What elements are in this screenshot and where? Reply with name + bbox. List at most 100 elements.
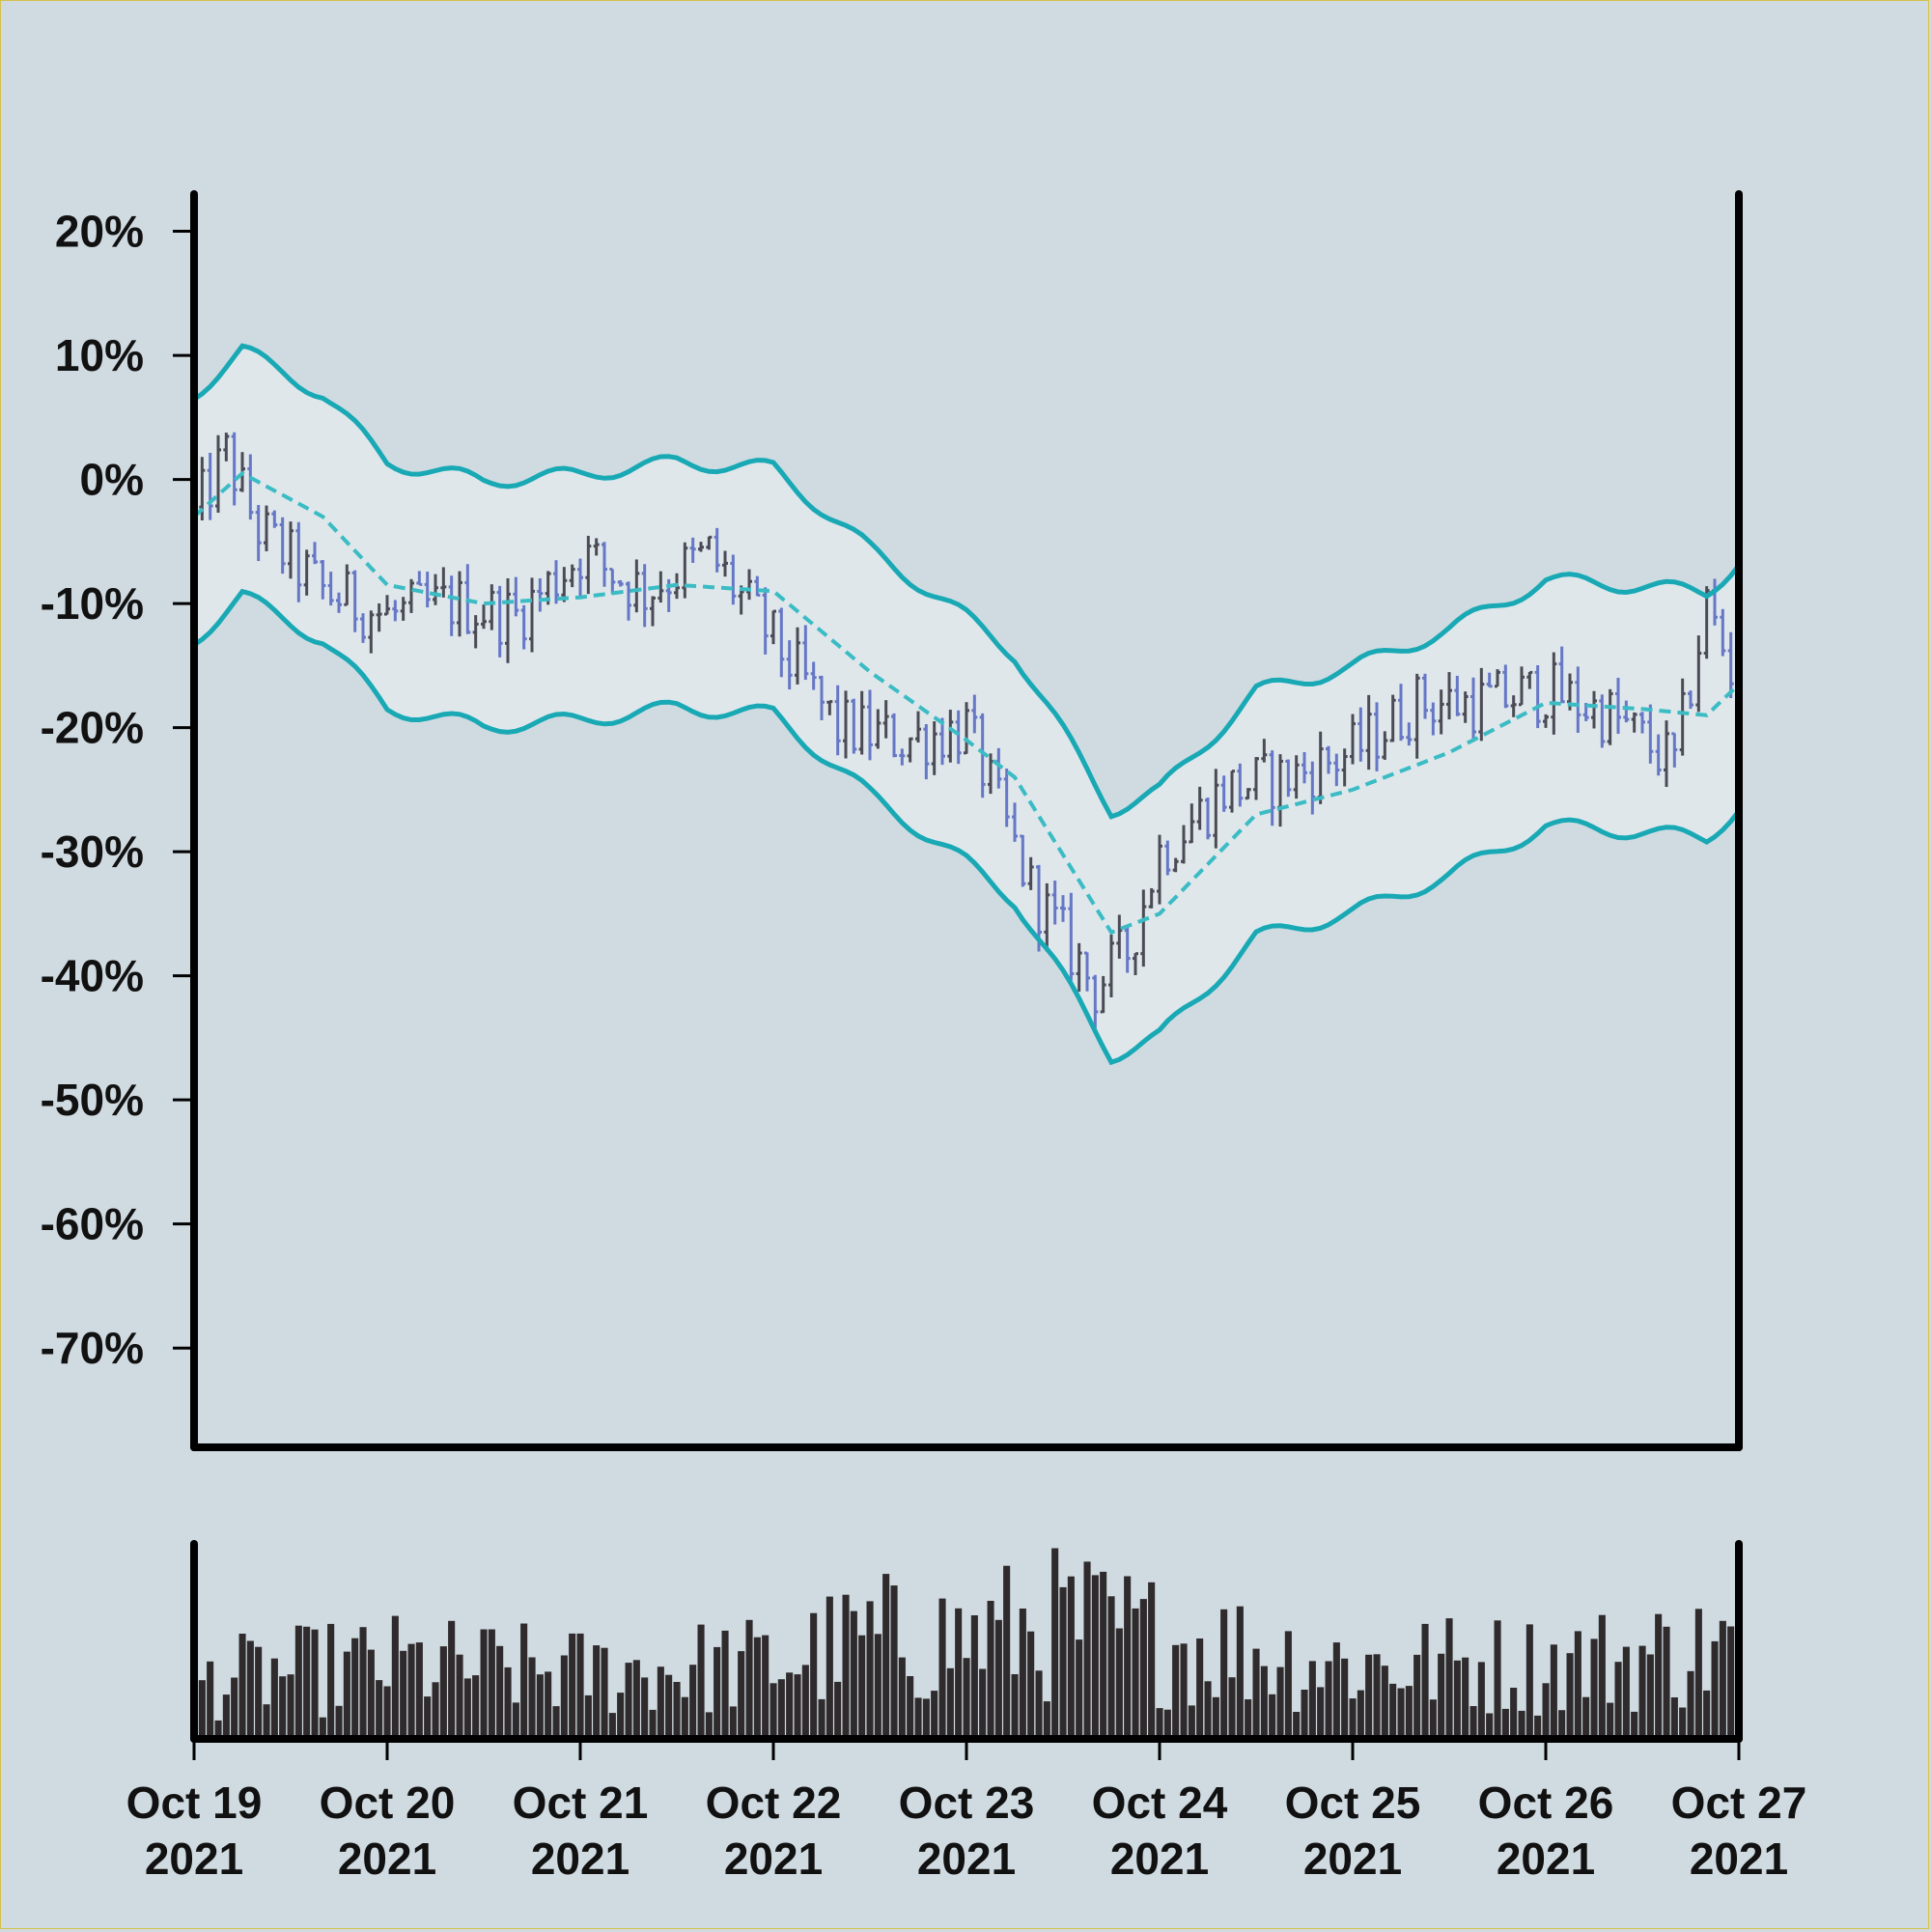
y-tick-label: 20% <box>55 207 144 257</box>
ohlc-bar <box>489 584 495 630</box>
volume-bar <box>1558 1710 1566 1739</box>
volume-bar <box>1100 1571 1107 1739</box>
volume-bar <box>1172 1644 1180 1739</box>
ohlc-bar <box>1543 714 1549 728</box>
ohlc-bar <box>964 702 969 755</box>
ohlc-bar <box>979 713 986 798</box>
volume-bar <box>681 1696 688 1739</box>
volume-bar <box>1003 1565 1011 1739</box>
x-tick-label-year: 2021 <box>531 1834 630 1884</box>
volume-bar <box>472 1675 480 1739</box>
ohlc-bar <box>843 690 849 759</box>
volume-bar <box>608 1713 616 1739</box>
ohlc-bar <box>1100 975 1106 1014</box>
ohlc-bar <box>1406 722 1413 746</box>
ohlc-bar <box>368 610 375 654</box>
volume-bar <box>238 1634 246 1739</box>
volume-bar <box>1727 1626 1735 1739</box>
ohlc-bar <box>295 521 302 602</box>
x-tick-label-date: Oct 26 <box>1478 1778 1614 1828</box>
ohlc-bar <box>1526 670 1533 689</box>
ohlc-bar <box>513 576 519 617</box>
volume-bar <box>560 1655 568 1739</box>
x-tick-label-date: Oct 22 <box>706 1778 842 1828</box>
ohlc-bar <box>1639 712 1645 734</box>
volume-bar <box>1582 1696 1590 1739</box>
volume-bar <box>1204 1681 1212 1739</box>
volume-bar <box>1646 1654 1654 1739</box>
ohlc-bar <box>1519 666 1525 707</box>
ohlc-bar <box>1213 769 1219 849</box>
ohlc-bar <box>722 550 728 577</box>
y-tick-label: -60% <box>41 1199 144 1249</box>
volume-bar <box>1124 1576 1132 1739</box>
volume-bar <box>512 1702 519 1739</box>
volume-bar <box>938 1598 946 1739</box>
ohlc-bar <box>786 640 793 690</box>
ohlc-bar <box>320 560 326 600</box>
x-tick-label-year: 2021 <box>338 1834 436 1884</box>
ohlc-bar <box>682 542 688 599</box>
volume-bar <box>1477 1662 1485 1739</box>
ohlc-bar <box>585 535 592 595</box>
ohlc-bar <box>537 577 544 612</box>
volume-bar <box>400 1650 407 1739</box>
volume-bar <box>1607 1702 1614 1739</box>
bollinger-lines-layer <box>192 343 1741 1066</box>
volume-bar <box>576 1633 584 1739</box>
volume-bar <box>1389 1683 1397 1739</box>
volume-bar <box>617 1693 625 1739</box>
volume-bar <box>335 1705 343 1739</box>
volume-bar <box>1284 1631 1292 1739</box>
ohlc-bar <box>754 575 761 597</box>
ohlc-bar <box>1084 951 1090 992</box>
volume-bar <box>480 1629 488 1739</box>
volume-bar <box>1365 1654 1373 1739</box>
volume-bar <box>424 1696 432 1739</box>
ohlc-bar <box>416 571 423 586</box>
volume-bar <box>319 1717 326 1739</box>
volume-bar <box>1139 1599 1147 1739</box>
ohlc-bar <box>1671 732 1678 768</box>
volume-bar <box>545 1671 552 1739</box>
volume-bar <box>1188 1705 1195 1739</box>
volume-bar <box>1663 1626 1670 1739</box>
ohlc-bar <box>327 572 334 606</box>
volume-bar <box>770 1683 777 1739</box>
volume-bar <box>714 1646 721 1739</box>
ohlc-bar <box>1148 887 1155 909</box>
volume-bar <box>1132 1608 1139 1739</box>
ohlc-bar <box>255 505 262 562</box>
volume-bar <box>673 1682 681 1739</box>
volume-bar <box>1228 1677 1236 1739</box>
volume-bar <box>665 1674 673 1739</box>
volume-bar <box>1373 1654 1381 1739</box>
volume-bar <box>1308 1661 1316 1739</box>
volume-bar <box>1091 1575 1099 1739</box>
ohlc-bar <box>1027 856 1034 890</box>
ohlc-bar <box>810 661 817 690</box>
volume-bar <box>882 1574 890 1739</box>
ohlc-bar <box>264 505 269 551</box>
volume-bar <box>834 1681 842 1739</box>
volume-bar <box>496 1645 504 1739</box>
ohlc-bar <box>1478 667 1485 742</box>
volume-bar <box>528 1657 536 1739</box>
ohlc-bar <box>1237 763 1244 807</box>
volume-bar <box>1687 1670 1694 1739</box>
ohlc-bar <box>392 600 399 622</box>
volume-bar <box>222 1694 230 1739</box>
volume-bar <box>1631 1711 1638 1739</box>
volume-bar <box>994 1619 1002 1739</box>
ohlc-bar <box>626 581 631 621</box>
volume-bar <box>697 1624 705 1739</box>
volume-bar <box>946 1667 954 1739</box>
ohlc-bar <box>1092 974 1099 1032</box>
ohlc-bar <box>1285 759 1292 798</box>
ohlc-bar <box>714 527 720 573</box>
ohlc-bar <box>1495 669 1500 688</box>
ohlc-bar <box>939 717 945 766</box>
ohlc-bar <box>1679 678 1686 756</box>
ohlc-bar <box>1413 673 1420 759</box>
